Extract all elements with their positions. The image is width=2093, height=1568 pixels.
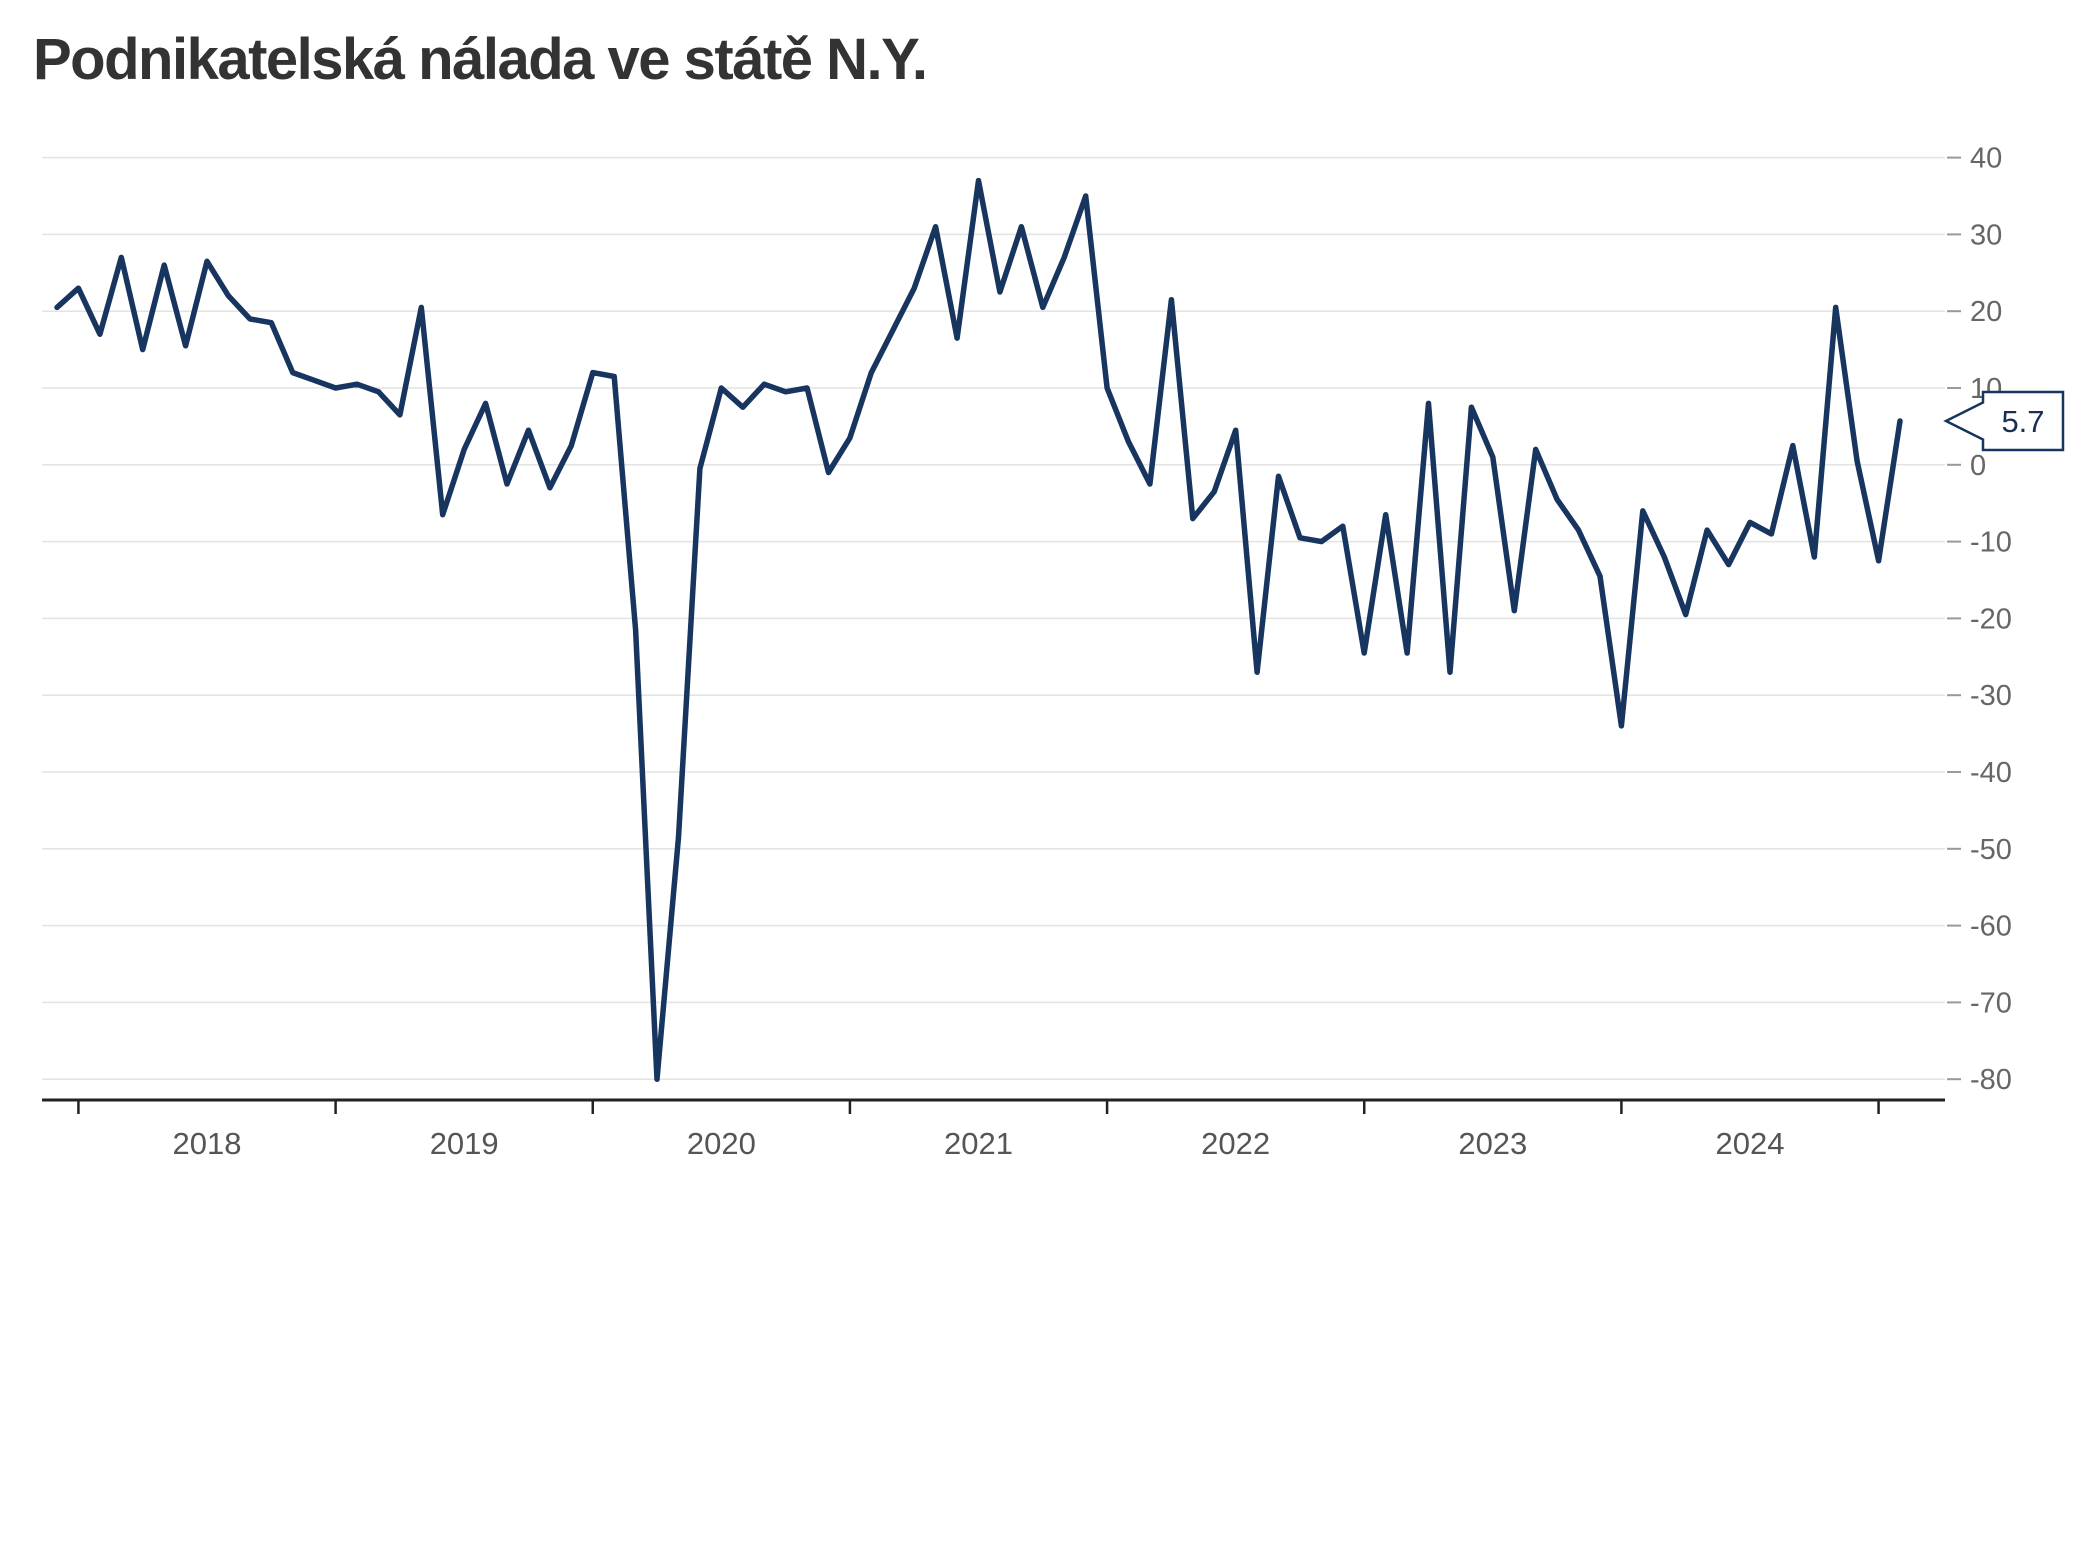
y-tick-label: -40 [1970, 757, 2012, 789]
x-axis-year-label: 2021 [944, 1126, 1013, 1161]
y-tick-label: -50 [1970, 834, 2012, 866]
x-axis-year-label: 2023 [1458, 1126, 1527, 1161]
y-tick-label: -10 [1970, 527, 2012, 559]
page-title: Podnikatelská nálada ve státě N.Y. [33, 27, 928, 92]
x-axis: 2018 2019 2020 2021 2022 2023 2024 [42, 1098, 1945, 1161]
callout-value-label: 5.7 [2001, 404, 2044, 439]
y-tick-label: -60 [1970, 911, 2012, 943]
y-tick-label: 30 [1970, 219, 2002, 251]
y-tick-label: -20 [1970, 603, 2012, 635]
y-tick-label: -80 [1970, 1064, 2012, 1096]
x-axis-year-label: 2019 [430, 1126, 499, 1161]
y-tick-label: 20 [1970, 296, 2002, 328]
callout-pointer-box [1943, 390, 2065, 452]
current-value-callout: 5.7 [1943, 390, 2065, 452]
y-tick-label: 0 [1970, 450, 1986, 482]
sentiment-series-line [54, 177, 1903, 1082]
y-tick-label: -70 [1970, 987, 2012, 1019]
series-layer [54, 177, 1903, 1082]
x-axis-year-label: 2018 [173, 1126, 242, 1161]
x-axis-year-label: 2020 [687, 1126, 756, 1161]
y-tick-label: -30 [1970, 680, 2012, 712]
x-axis-year-label: 2022 [1201, 1126, 1270, 1161]
y-tick-label: 40 [1970, 143, 2002, 175]
x-axis-year-label: 2024 [1716, 1126, 1785, 1161]
